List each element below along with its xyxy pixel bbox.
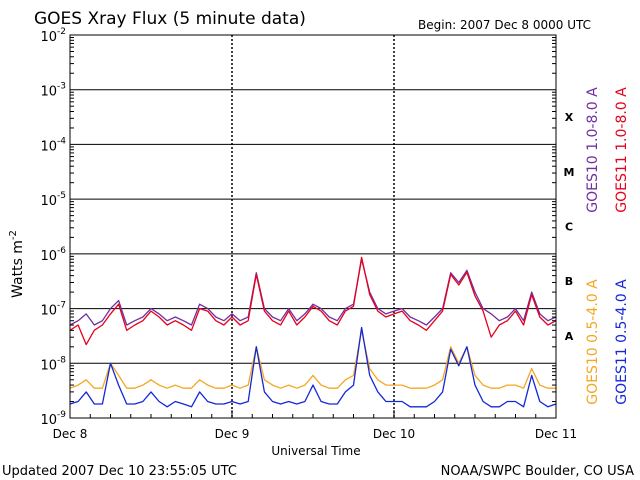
y-tick-exponent: -2	[57, 27, 66, 37]
x-axis-label: Universal Time	[271, 444, 360, 458]
series-line-3	[69, 326, 557, 408]
plot-frame	[69, 34, 557, 419]
x-tick-label: Dec 10	[373, 427, 415, 441]
legend-entry-2: GOES10 0.5-4.0 A	[585, 279, 601, 405]
begin-label: Begin: 2007 Dec 8 0000 UTC	[418, 18, 591, 32]
y-tick-base: 10	[40, 304, 57, 319]
y-tick-exponent: -6	[57, 246, 66, 256]
legend-entry-3: GOES11 0.5-4.0 A	[614, 279, 630, 405]
x-tick-label: Dec 9	[215, 427, 250, 441]
legend-entry-1: GOES11 1.0-8.0 A	[614, 87, 630, 213]
y-tick-base: 10	[40, 358, 57, 373]
plot-background	[70, 35, 556, 418]
credit-label: NOAA/SWPC Boulder, CO USA	[441, 464, 634, 479]
flare-class-label: A	[565, 330, 574, 343]
flare-class-label: B	[565, 275, 573, 288]
y-tick-label: 10-7	[40, 301, 66, 319]
y-tick-exponent: -5	[57, 191, 66, 201]
series-line-2	[69, 329, 556, 389]
y-tick-base: 10	[40, 413, 57, 428]
legend-label-2: GOES10 0.5-4.0 A	[585, 279, 601, 405]
series-line-0	[69, 258, 557, 326]
y-tick-exponent: -9	[57, 410, 66, 420]
y-tick-exponent: -8	[57, 355, 66, 365]
y-tick-base: 10	[40, 30, 57, 45]
legend-label-3: GOES11 0.5-4.0 A	[614, 279, 630, 405]
y-tick-label: 10-4	[40, 136, 66, 154]
y-tick-exponent: -3	[57, 82, 66, 92]
y-tick-labels: 10-210-310-410-510-610-710-810-9	[40, 27, 66, 428]
flare-class-label: M	[564, 166, 575, 179]
y-tick-base: 10	[40, 85, 57, 100]
chart-title: GOES Xray Flux (5 minute data)	[34, 9, 306, 29]
legend-label-0: GOES10 1.0-8.0 A	[585, 87, 601, 213]
y-tick-label: 10-6	[40, 246, 66, 264]
updated-timestamp: Updated 2007 Dec 10 23:55:05 UTC	[2, 464, 237, 479]
y-tick-label: 10-8	[40, 355, 66, 373]
y-tick-base: 10	[40, 139, 57, 154]
legend-label-1: GOES11 1.0-8.0 A	[614, 87, 630, 213]
y-axis-label-exponent: -2	[8, 230, 19, 240]
flare-class-label: X	[565, 111, 574, 124]
y-axis-label-main: Watts m	[10, 240, 26, 298]
y-tick-label: 10-9	[40, 410, 66, 428]
flare-class-label: C	[565, 221, 573, 234]
y-tick-base: 10	[40, 194, 57, 209]
plot-area	[70, 35, 556, 418]
series-line-1	[69, 256, 557, 346]
y-tick-label: 10-5	[40, 191, 66, 209]
legend-entry-0: GOES10 1.0-8.0 A	[585, 87, 601, 213]
x-tick-label: Dec 11	[535, 427, 577, 441]
series-group	[69, 256, 557, 408]
y-axis-label: Watts m-2	[8, 230, 26, 298]
y-tick-label: 10-2	[40, 27, 66, 45]
x-tick-label: Dec 8	[53, 427, 88, 441]
legend: GOES10 1.0-8.0 A GOES11 1.0-8.0 A GOES10 0…	[585, 87, 630, 405]
y-tick-base: 10	[40, 249, 57, 264]
svg-text:Watts m-2: Watts m-2	[8, 230, 26, 298]
y-tick-label: 10-3	[40, 82, 66, 100]
y-tick-exponent: -7	[57, 301, 66, 311]
flare-class-labels: X M C B A	[564, 111, 575, 343]
x-tick-labels: Dec 8 Dec 9 Dec 10 Dec 11	[53, 427, 577, 441]
y-tick-exponent: -4	[57, 136, 66, 146]
